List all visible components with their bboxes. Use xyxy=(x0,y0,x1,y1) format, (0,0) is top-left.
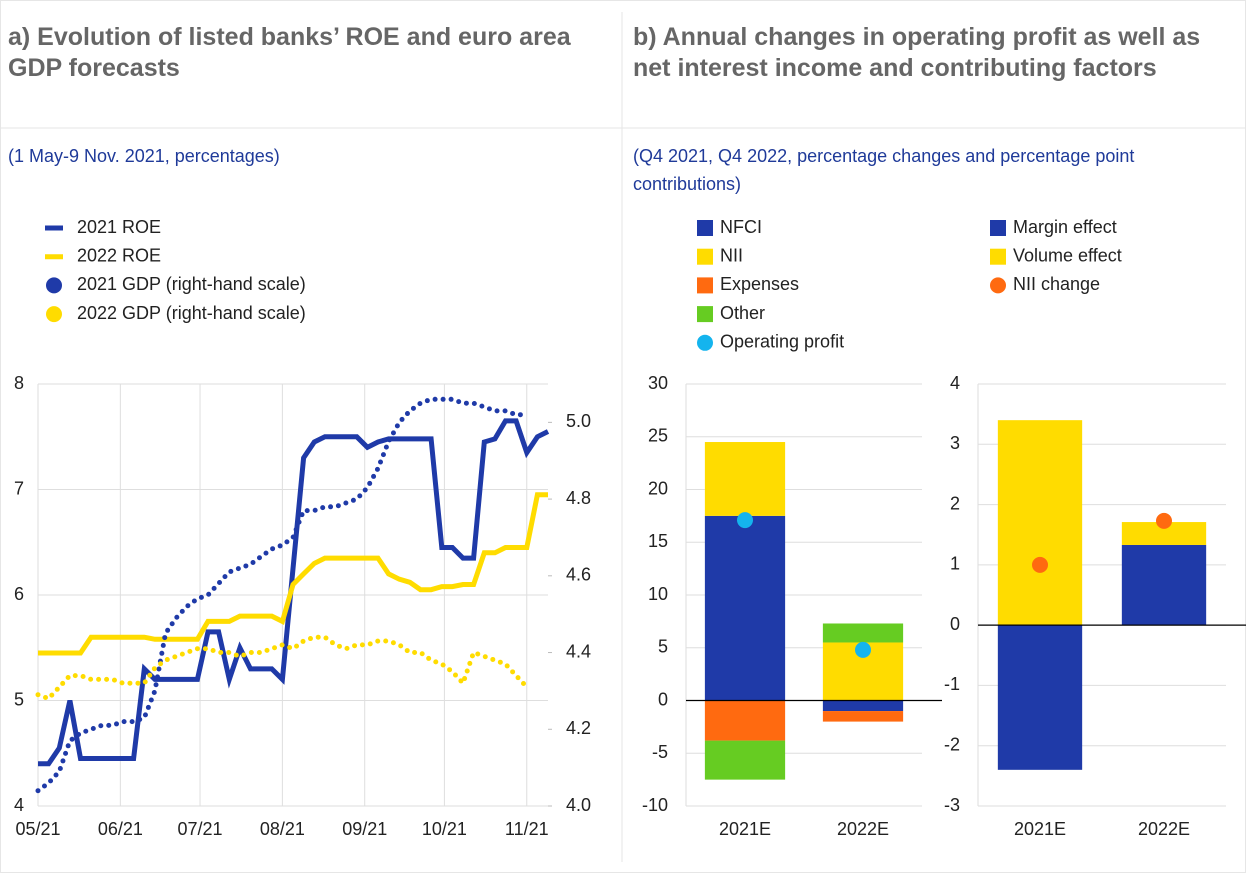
legend-marker xyxy=(990,248,1006,265)
y-tick-label: 0 xyxy=(658,689,668,709)
chart-subtitle: (Q4 2021, Q4 2022, percentage changes an… xyxy=(633,146,1135,194)
y2-tick-label: 4.2 xyxy=(566,718,591,738)
y2-tick-label: 5.0 xyxy=(566,411,591,431)
x-tick-label: 2021E xyxy=(1014,819,1066,839)
legend-label: 2021 GDP (right-hand scale) xyxy=(77,274,306,294)
y-tick-label: 10 xyxy=(648,584,668,604)
legend-marker xyxy=(46,306,62,323)
bar xyxy=(997,625,1083,770)
y-tick-label: 3 xyxy=(950,433,960,453)
dot xyxy=(1032,556,1048,573)
x-tick-label: 2022E xyxy=(837,819,889,839)
legend-label: 2022 ROE xyxy=(77,245,161,265)
line xyxy=(38,492,548,656)
legend-marker xyxy=(990,277,1006,294)
x-tick-label: 11/21 xyxy=(505,819,549,839)
bar xyxy=(822,711,904,722)
dot xyxy=(1156,512,1172,529)
legend-label: Expenses xyxy=(720,274,799,294)
y-tick-label: -2 xyxy=(944,734,960,754)
y-tick-label: 30 xyxy=(648,373,668,393)
y2-tick-label: 4.0 xyxy=(566,795,591,815)
y-tick-label: 4 xyxy=(14,795,24,815)
x-tick-label: 10/21 xyxy=(422,819,467,839)
y-tick-label: -3 xyxy=(944,795,960,815)
y-tick-label: 1 xyxy=(950,554,960,574)
y-tick-label: 20 xyxy=(648,478,668,498)
bar xyxy=(822,700,904,712)
y2-tick-label: 4.4 xyxy=(566,641,591,661)
legend-marker xyxy=(697,248,713,265)
y-tick-label: 15 xyxy=(648,531,668,551)
legend-marker xyxy=(697,277,713,294)
legend-label: Volume effect xyxy=(1013,245,1122,265)
x-tick-label: 2022E xyxy=(1138,819,1190,839)
y-tick-label: -1 xyxy=(944,674,960,694)
legend-marker xyxy=(697,334,713,351)
y-tick-label: 4 xyxy=(950,373,960,393)
x-tick-label: 07/21 xyxy=(178,819,223,839)
bar xyxy=(1121,544,1207,626)
bar xyxy=(704,700,786,741)
line xyxy=(38,418,550,767)
chart-title: a) Evolution of listed banks’ ROE and eu… xyxy=(8,23,571,82)
dotted-line xyxy=(35,634,530,702)
dot xyxy=(737,512,753,529)
bar xyxy=(704,442,786,516)
bar xyxy=(704,740,786,780)
bar xyxy=(704,515,786,701)
chart-title: b) Annual changes in operating profit as… xyxy=(633,23,1201,82)
legend-label: NFCI xyxy=(720,217,762,237)
legend-label: Other xyxy=(720,303,765,323)
x-tick-label: 2021E xyxy=(719,819,771,839)
x-tick-label: 05/21 xyxy=(15,819,60,839)
y-tick-label: 2 xyxy=(950,493,960,513)
y-tick-label: 0 xyxy=(950,614,960,634)
dot xyxy=(855,641,871,658)
y-tick-label: 7 xyxy=(14,478,24,498)
x-tick-label: 06/21 xyxy=(98,819,143,839)
legend-marker xyxy=(697,306,713,323)
y-tick-label: 5 xyxy=(14,689,24,709)
legend-label: Operating profit xyxy=(720,332,844,352)
x-tick-label: 08/21 xyxy=(260,819,305,839)
legend-label: NII change xyxy=(1013,274,1100,294)
y-tick-label: 8 xyxy=(14,373,24,393)
y2-tick-label: 4.8 xyxy=(566,488,591,508)
y2-tick-label: 4.6 xyxy=(566,565,591,585)
legend-marker xyxy=(990,220,1006,236)
y-tick-label: -10 xyxy=(642,795,668,815)
bar xyxy=(997,420,1083,626)
legend-label: NII xyxy=(720,245,743,265)
legend-label: 2022 GDP (right-hand scale) xyxy=(77,303,306,323)
y-tick-label: -5 xyxy=(652,742,668,762)
legend-label: Margin effect xyxy=(1013,217,1117,237)
y-tick-label: 6 xyxy=(14,584,24,604)
legend-marker xyxy=(697,220,713,236)
dotted-line xyxy=(35,396,530,794)
bar xyxy=(1121,522,1207,545)
y-tick-label: 25 xyxy=(648,426,668,446)
legend-label: 2021 ROE xyxy=(77,217,161,237)
x-tick-label: 09/21 xyxy=(342,819,387,839)
y-tick-label: 5 xyxy=(658,637,668,657)
legend-marker xyxy=(46,277,62,294)
chart-subtitle: (1 May-9 Nov. 2021, percentages) xyxy=(8,146,280,166)
bar xyxy=(822,623,904,643)
